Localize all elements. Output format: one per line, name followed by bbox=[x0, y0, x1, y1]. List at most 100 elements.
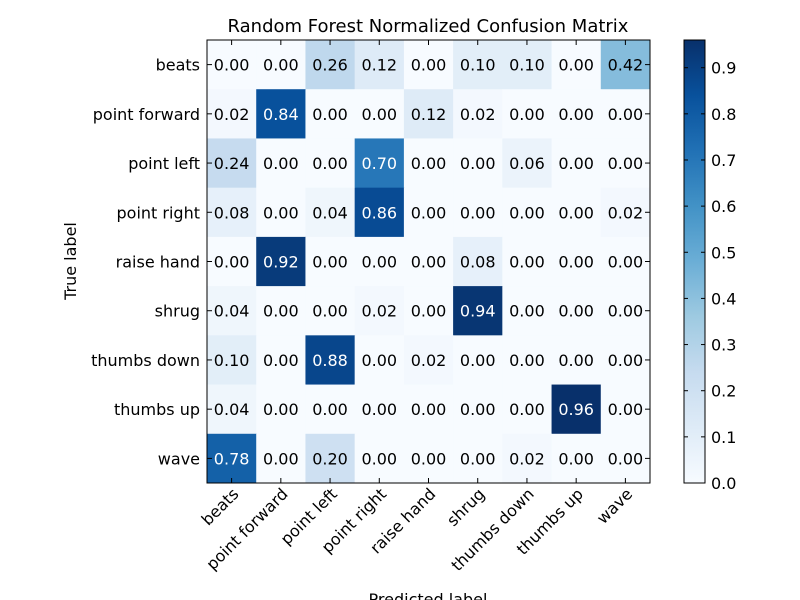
heatmap-cell bbox=[354, 138, 405, 189]
cell-value-label: 0.00 bbox=[214, 253, 250, 272]
y-tick-label: raise hand bbox=[116, 253, 200, 272]
y-tick-label: shrug bbox=[155, 302, 200, 321]
cell-value-label: 0.00 bbox=[460, 351, 496, 370]
heatmap-cell bbox=[305, 335, 356, 386]
heatmap-cell bbox=[453, 335, 503, 386]
heatmap-cell bbox=[403, 433, 454, 484]
cell-value-label: 0.00 bbox=[558, 351, 594, 370]
cell-value-label: 0.10 bbox=[214, 351, 250, 370]
heatmap-cell bbox=[502, 236, 553, 287]
heatmap-cell bbox=[551, 187, 602, 238]
heatmap-cell bbox=[502, 138, 553, 189]
cell-value-label: 0.12 bbox=[361, 56, 397, 75]
cell-value-label: 0.00 bbox=[608, 154, 644, 173]
y-tick-label: wave bbox=[158, 449, 200, 468]
heatmap-cell bbox=[502, 89, 553, 139]
heatmap-cell bbox=[502, 384, 553, 435]
cell-value-label: 0.86 bbox=[361, 203, 397, 222]
colorbar-ticks: 0.0 0.1 0.2 0.3 0.4 0.5 0.6 0.7 0.8 0.9 bbox=[684, 59, 736, 493]
cell-value-label: 0.00 bbox=[460, 154, 496, 173]
cell-value-label: 0.70 bbox=[361, 154, 397, 173]
heatmap-cell bbox=[551, 335, 602, 386]
heatmap-cell bbox=[207, 89, 257, 139]
heatmap-cell bbox=[207, 187, 257, 238]
cell-value-label: 0.00 bbox=[263, 154, 299, 173]
chart-title: Random Forest Normalized Confusion Matri… bbox=[228, 16, 629, 37]
heatmap-cell bbox=[551, 40, 602, 90]
cell-value-label: 0.00 bbox=[411, 253, 447, 272]
cell-value-label: 0.00 bbox=[558, 56, 594, 75]
heatmap-cell bbox=[207, 433, 257, 484]
cell-value-label: 0.00 bbox=[312, 253, 348, 272]
y-tick-label: thumbs down bbox=[91, 351, 200, 370]
y-axis-label: True label bbox=[61, 222, 80, 301]
cell-value-label: 0.00 bbox=[263, 400, 299, 419]
heatmap-cell bbox=[600, 335, 651, 386]
cell-value-label: 0.00 bbox=[460, 203, 496, 222]
cell-value-label: 0.96 bbox=[558, 400, 594, 419]
colorbar-tick-label: 0.9 bbox=[711, 59, 736, 78]
heatmap-cell bbox=[502, 433, 553, 484]
heatmap-cell bbox=[403, 138, 454, 189]
heatmap-cell bbox=[207, 236, 257, 287]
heatmap-cell bbox=[403, 384, 454, 435]
cell-value-label: 0.00 bbox=[411, 449, 447, 468]
heatmap-cell bbox=[403, 335, 454, 386]
heatmap-cell bbox=[305, 433, 356, 484]
cell-value-label: 0.02 bbox=[608, 203, 644, 222]
heatmap-cells bbox=[207, 40, 651, 484]
cell-value-label: 0.02 bbox=[411, 351, 447, 370]
y-tick-label: point left bbox=[128, 154, 200, 173]
cell-value-label: 0.00 bbox=[361, 253, 397, 272]
heatmap-cell bbox=[305, 286, 356, 336]
cell-value-label: 0.00 bbox=[214, 56, 250, 75]
colorbar-tick-label: 0.6 bbox=[711, 197, 736, 216]
cell-value-label: 0.00 bbox=[411, 400, 447, 419]
cell-value-label: 0.84 bbox=[263, 105, 299, 124]
heatmap-cell bbox=[551, 138, 602, 189]
colorbar-tick-label: 0.2 bbox=[711, 382, 736, 401]
cell-value-label: 0.00 bbox=[460, 449, 496, 468]
heatmap-cell bbox=[207, 40, 257, 90]
cell-value-label: 0.00 bbox=[411, 154, 447, 173]
heatmap-cell bbox=[256, 89, 306, 139]
heatmap-cell bbox=[256, 40, 306, 90]
heatmap-cell bbox=[256, 384, 306, 435]
colorbar-tick-label: 0.3 bbox=[711, 336, 736, 355]
heatmap-cell-labels: 0.00 0.00 0.26 0.12 0.00 0.10 0.10 0.00 0.42 0.02… bbox=[214, 56, 643, 469]
cell-value-label: 0.00 bbox=[509, 400, 545, 419]
cell-value-label: 0.00 bbox=[263, 302, 299, 321]
heatmap-cell bbox=[600, 236, 651, 287]
cell-value-label: 0.00 bbox=[312, 105, 348, 124]
cell-value-label: 0.04 bbox=[312, 203, 348, 222]
y-tick-label: beats bbox=[156, 56, 200, 75]
heatmap-cell bbox=[305, 236, 356, 287]
heatmap-cell bbox=[403, 236, 454, 287]
heatmap-cell bbox=[305, 40, 356, 90]
heatmap-cell bbox=[207, 138, 257, 189]
heatmap-cell bbox=[600, 384, 651, 435]
heatmap-cell bbox=[600, 138, 651, 189]
colorbar-tick-label: 0.4 bbox=[711, 289, 736, 308]
cell-value-label: 0.00 bbox=[263, 203, 299, 222]
cell-value-label: 0.10 bbox=[460, 56, 496, 75]
heatmap-cell bbox=[207, 286, 257, 336]
heatmap-cell bbox=[600, 286, 651, 336]
heatmap-cell bbox=[354, 40, 405, 90]
cell-value-label: 0.04 bbox=[214, 400, 250, 419]
heatmap-cell bbox=[551, 89, 602, 139]
x-tick-label: beats bbox=[198, 484, 243, 529]
heatmap-cell bbox=[551, 384, 602, 435]
colorbar-tick-label: 0.1 bbox=[711, 428, 736, 447]
heatmap-cell bbox=[453, 236, 503, 287]
heatmap-cell bbox=[453, 40, 503, 90]
colorbar-tick-label: 0.8 bbox=[711, 105, 736, 124]
heatmap-cell bbox=[354, 286, 405, 336]
heatmap-cell bbox=[453, 89, 503, 139]
heatmap-cell bbox=[305, 138, 356, 189]
heatmap-cell bbox=[453, 384, 503, 435]
colorbar-tick-label: 0.5 bbox=[711, 243, 736, 262]
cell-value-label: 0.00 bbox=[411, 302, 447, 321]
cell-value-label: 0.00 bbox=[558, 154, 594, 173]
cell-value-label: 0.00 bbox=[509, 105, 545, 124]
